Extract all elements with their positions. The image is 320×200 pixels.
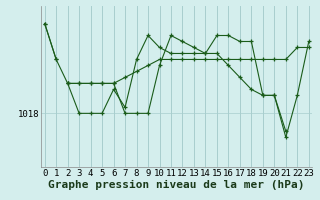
X-axis label: Graphe pression niveau de la mer (hPa): Graphe pression niveau de la mer (hPa) xyxy=(49,180,305,190)
